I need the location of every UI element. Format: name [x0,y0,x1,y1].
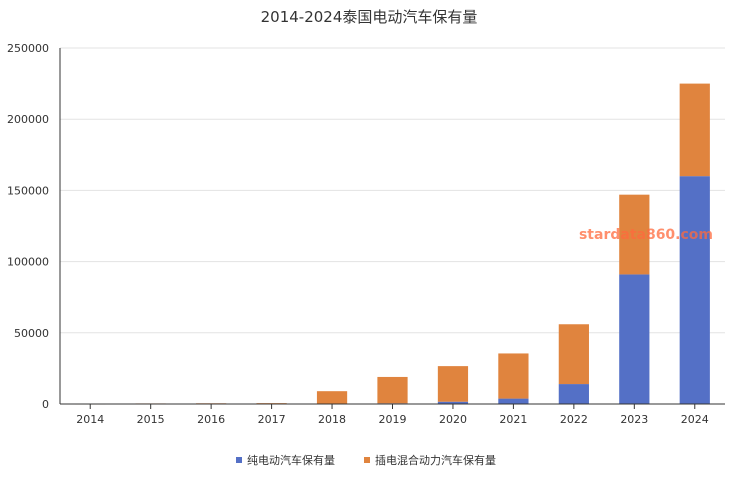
bar-segment-2 [316,391,348,404]
x-tick-label: 2015 [137,413,165,426]
y-tick-label: 150000 [7,184,49,197]
legend-label: 纯电动汽车保有量 [247,453,335,467]
bar-segment-2 [377,376,408,404]
y-tick-label: 0 [42,398,49,411]
x-tick-label: 2016 [197,413,225,426]
bar-segment-1 [619,274,650,404]
x-tick-label: 2020 [439,413,467,426]
x-tick-label: 2022 [560,413,588,426]
y-tick-label: 50000 [14,327,49,340]
bar-segment-1 [679,176,710,404]
bar-segment-1 [498,398,529,404]
x-tick-label: 2018 [318,413,346,426]
x-tick-label: 2021 [499,413,527,426]
x-tick-label: 2014 [76,413,104,426]
bar-segment-1 [558,384,589,404]
y-tick-label: 100000 [7,256,49,269]
bar-segment-2 [679,83,710,177]
bar-segment-2 [619,194,650,275]
bars [75,83,710,405]
legend-swatch [236,457,242,463]
x-tick-label: 2023 [620,413,648,426]
y-axis: 0 50000 100000 150000 200000 250000 [7,42,61,411]
grid-lines [60,47,725,334]
bar-segment-2 [437,366,469,402]
bar-segment-1 [437,401,469,404]
x-tick-label: 2024 [681,413,709,426]
y-tick-label: 200000 [7,113,49,126]
x-axis: 2014 2015 2016 2017 2018 2019 2020 2021 2022 2023… [60,403,725,426]
bar-segment-2 [498,353,529,399]
legend-swatch [364,457,370,463]
y-tick-label: 250000 [7,42,49,55]
chart-title: 2014-2024泰国电动汽车保有量 [261,8,478,26]
legend: 纯电动汽车保有量 插电混合动力汽车保有量 [236,453,496,467]
legend-label: 插电混合动力汽车保有量 [375,453,496,467]
watermark: stardata860.com [579,227,713,243]
x-tick-label: 2017 [258,413,286,426]
x-tick-label: 2019 [379,413,407,426]
bar-segment-2 [558,324,589,385]
